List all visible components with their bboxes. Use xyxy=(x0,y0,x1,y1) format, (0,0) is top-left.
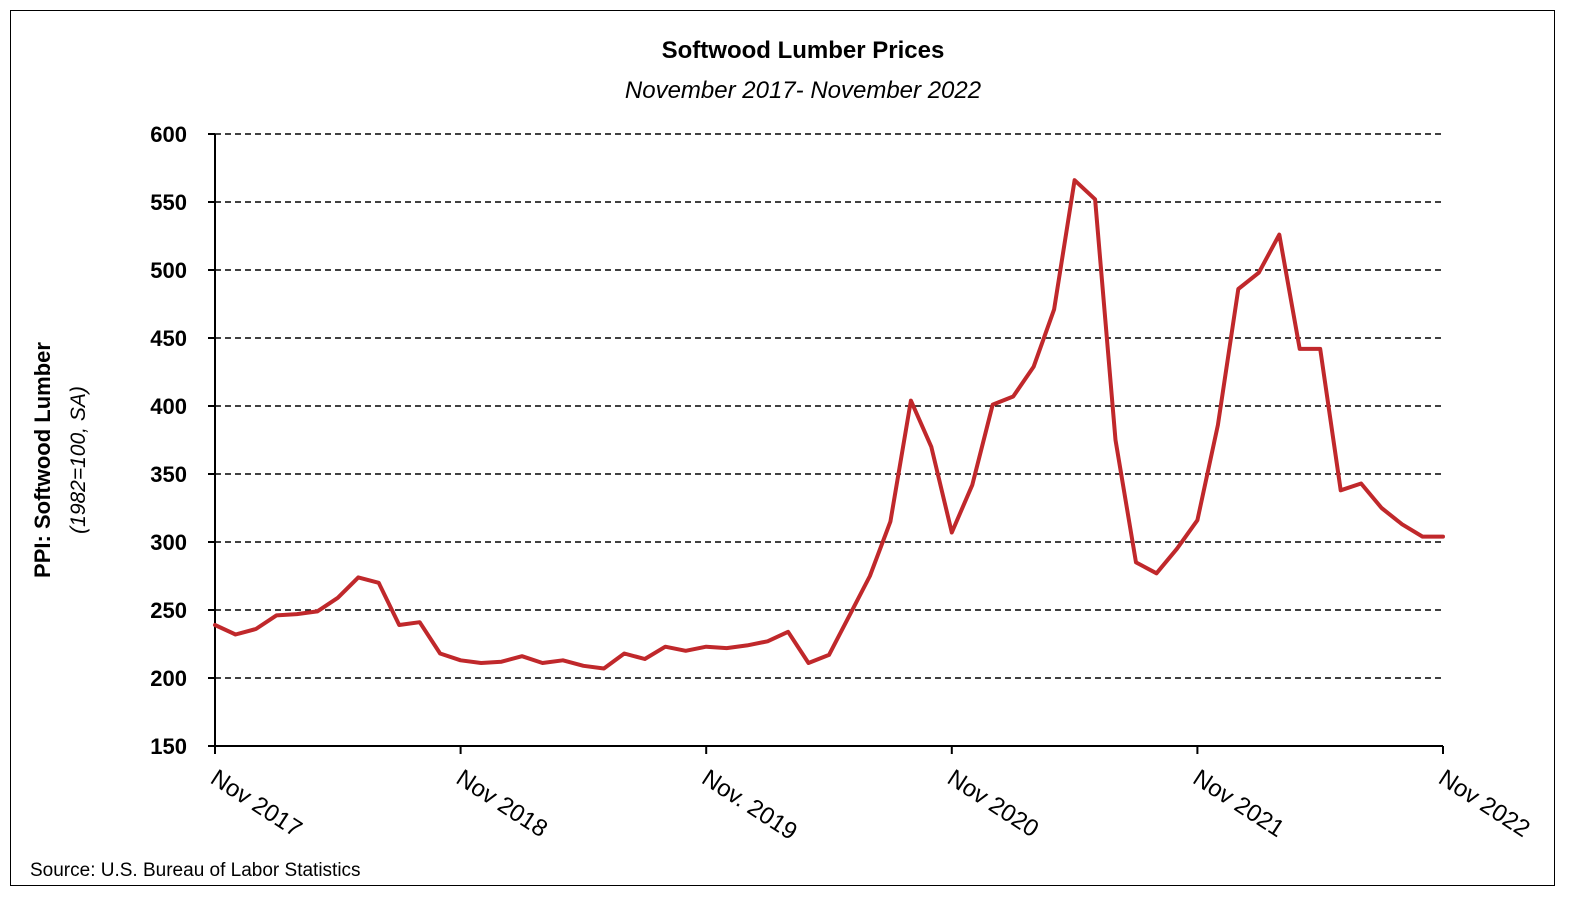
axes xyxy=(208,133,1444,754)
y-tick-label: 250 xyxy=(150,598,187,623)
source-note: Source: U.S. Bureau of Labor Statistics xyxy=(30,860,361,881)
chart-subtitle: November 2017- November 2022 xyxy=(625,77,981,104)
x-tick-label: Nov 2020 xyxy=(943,764,1044,843)
y-tick-label: 350 xyxy=(150,462,187,487)
series-line xyxy=(213,178,1445,671)
x-tick-label: Nov 2017 xyxy=(206,764,307,843)
y-tick-label: 450 xyxy=(150,326,187,351)
x-tick-label: Nov. 2019 xyxy=(697,764,802,845)
y-axis-label-note: (1982=100, SA) xyxy=(67,386,90,534)
x-tick-labels: Nov 2017 Nov 2018 Nov. 2019 Nov 2020 Nov 202… xyxy=(206,764,1535,845)
y-tick-label: 400 xyxy=(150,394,187,419)
y-tick-label: 600 xyxy=(150,122,187,147)
chart-title: Softwood Lumber Prices xyxy=(662,37,945,64)
y-tick-labels: 150 200 250 300 350 400 450 500 550 600 xyxy=(150,122,187,759)
y-axis-label: PPI: Softwood Lumber xyxy=(30,342,55,578)
y-tick-label: 500 xyxy=(150,258,187,283)
gridlines xyxy=(215,133,1443,679)
x-tick-label: Nov 2018 xyxy=(451,764,552,843)
y-tick-label: 150 xyxy=(150,734,187,759)
y-tick-label: 200 xyxy=(150,666,187,691)
y-tick-label: 300 xyxy=(150,530,187,555)
chart-frame xyxy=(10,10,1555,886)
x-tick-label: Nov 2022 xyxy=(1434,764,1535,843)
y-tick-label: 550 xyxy=(150,190,187,215)
x-tick-label: Nov 2021 xyxy=(1188,764,1289,843)
